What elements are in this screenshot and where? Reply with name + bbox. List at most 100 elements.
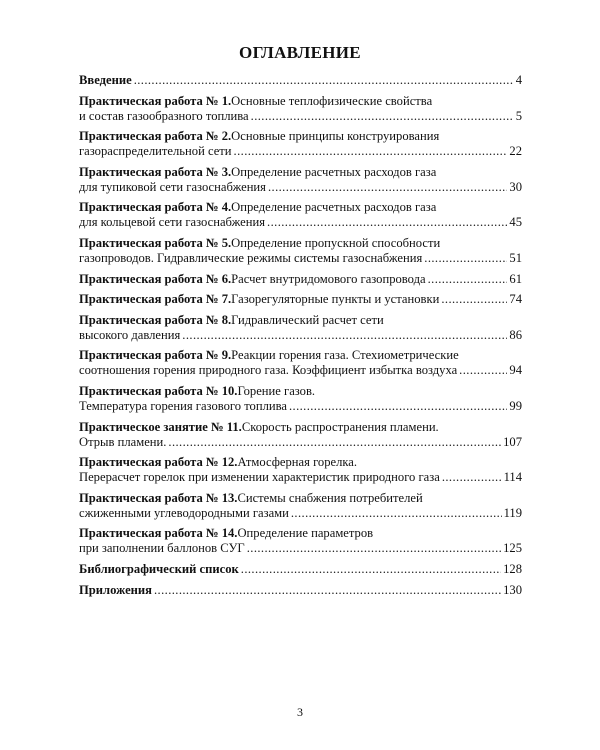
toc-entry[interactable]: Практическая работа № 6. Расчет внутридо… (79, 272, 522, 287)
dot-leader (251, 109, 514, 124)
toc-entry[interactable]: Практическая работа № 4. Определение рас… (79, 200, 522, 230)
toc-entry-line: при заполнении баллонов СУГ 125 (79, 541, 522, 556)
toc-entry[interactable]: Практическая работа № 1. Основные теплоф… (79, 94, 522, 124)
toc-entry-title-continued: соотношения горения природного газа. Коэ… (79, 363, 458, 378)
toc-entry[interactable]: Практическая работа № 14. Определение па… (79, 526, 522, 556)
toc-entry-line: Отрыв пламени. 107 (79, 435, 522, 450)
dot-leader (241, 562, 501, 577)
toc-entry[interactable]: Практическая работа № 5. Определение про… (79, 236, 522, 266)
toc-entry-line: Практическая работа № 13. Системы снабже… (79, 491, 522, 506)
toc-entry-page: 74 (509, 292, 522, 307)
dot-leader (291, 506, 502, 521)
toc-entry-heading: Практическая работа № 6. (79, 271, 232, 286)
toc-entry[interactable]: Практическая работа № 12. Атмосферная го… (79, 455, 522, 485)
toc-entry[interactable]: Практическая работа № 3. Определение рас… (79, 165, 522, 195)
toc-entry-line: газораспределительной сети 22 (79, 144, 522, 159)
toc-entry-heading: Практическая работа № 12. (79, 455, 238, 470)
toc-entry-line: для кольцевой сети газоснабжения 45 (79, 215, 522, 230)
toc-entry-heading: Практическая работа № 1. (79, 93, 232, 108)
toc-entry-line: Практическая работа № 2. Основные принци… (79, 129, 522, 144)
toc-entry-page: 61 (509, 271, 522, 286)
toc-entry-title: Атмосферная горелка. (237, 455, 358, 470)
dot-leader (154, 583, 501, 598)
toc-entry-page: 114 (503, 470, 522, 485)
toc-entry-title-continued: и состав газообразного топлива (79, 108, 249, 123)
dot-leader (182, 328, 507, 343)
toc-entry-page: 125 (503, 541, 522, 556)
page-number: 3 (297, 705, 303, 719)
toc-entry-title: Скорость распространения пламени. (241, 419, 439, 434)
toc-entry[interactable]: Практическая работа № 7. Газорегуляторны… (79, 292, 522, 307)
toc-entry[interactable]: Практическая работа № 9. Реакции горения… (79, 348, 522, 378)
dot-leader (134, 73, 514, 88)
toc-entry-page: 128 (503, 561, 522, 576)
toc-entry-heading: Практическая работа № 5. (79, 235, 232, 250)
toc-entry-title-continued: газопроводов. Гидравлические режимы сист… (79, 250, 423, 265)
toc-entry-page: 94 (509, 363, 522, 378)
toc-entry-heading: Практическая работа № 7. (79, 292, 232, 307)
dot-leader (442, 470, 502, 485)
toc-entry-title: Определение пропускной способности (231, 235, 441, 250)
dot-leader (247, 541, 501, 556)
toc-entry-title-continued: при заполнении баллонов СУГ (79, 541, 245, 556)
table-of-contents: Введение 4 Практическая работа № 1. Основн… (79, 73, 522, 603)
toc-entry-title: Горение газов. (237, 383, 316, 398)
toc-entry-title-continued: для кольцевой сети газоснабжения (79, 215, 266, 230)
toc-entry-title-continued: для тупиковой сети газоснабжения (79, 179, 266, 194)
toc-entry-line: Приложения 130 (79, 583, 522, 598)
toc-entry-title: Основные принципы конструирования (231, 129, 440, 144)
toc-entry-line: Перерасчет горелок при изменении характе… (79, 470, 522, 485)
toc-entry-line: Практическая работа № 5. Определение про… (79, 236, 522, 251)
toc-entry-title-continued: сжиженными углеводородными газами (79, 505, 289, 520)
toc-entry-title: Системы снабжения потребителей (237, 490, 423, 505)
toc-entry-title: Газорегуляторные пункты и установки (231, 292, 440, 307)
toc-entry-title: Реакции горения газа. Стехиометрические (231, 348, 459, 363)
toc-entry-title-continued: газораспределительной сети (79, 144, 232, 159)
toc-entry-page: 119 (503, 505, 522, 520)
toc-entry[interactable]: Практическая работа № 2. Основные принци… (79, 129, 522, 159)
toc-entry-line: газопроводов. Гидравлические режимы сист… (79, 251, 522, 266)
toc-entry-line: Практическая работа № 3. Определение рас… (79, 165, 522, 180)
toc-entry-line: Практическая работа № 12. Атмосферная го… (79, 455, 522, 470)
toc-entry-heading: Практическая работа № 2. (79, 129, 232, 144)
toc-entry[interactable]: Библиографический список 128 (79, 562, 522, 577)
toc-entry-heading: Практическая работа № 14. (79, 526, 238, 541)
toc-entry-page: 130 (503, 582, 522, 597)
toc-entry-line: высокого давления 86 (79, 328, 522, 343)
toc-entry[interactable]: Практическая работа № 8. Гидравлический … (79, 313, 522, 343)
dot-leader (289, 399, 507, 414)
dot-leader (459, 363, 507, 378)
toc-entry[interactable]: Приложения 130 (79, 583, 522, 598)
toc-entry-line: Практическая работа № 6. Расчет внутридо… (79, 272, 522, 287)
toc-entry-heading: Практическое занятие № 11. (79, 419, 242, 434)
toc-entry-heading: Приложения (79, 582, 152, 597)
toc-entry-line: Библиографический список 128 (79, 562, 522, 577)
toc-entry-heading: Введение (79, 73, 132, 87)
toc-entry-page: 45 (509, 215, 522, 230)
toc-entry-line: Практическая работа № 9. Реакции горения… (79, 348, 522, 363)
toc-entry[interactable]: Введение 4 (79, 73, 522, 88)
toc-entry-line: для тупиковой сети газоснабжения 30 (79, 180, 522, 195)
dot-leader (267, 215, 507, 230)
toc-entry-heading: Библиографический список (79, 561, 239, 576)
toc-entry-title: Гидравлический расчет сети (231, 312, 384, 327)
toc-entry-title: Расчет внутридомового газопровода (231, 271, 426, 286)
toc-entry-heading: Практическая работа № 4. (79, 200, 232, 215)
toc-entry-line: соотношения горения природного газа. Коэ… (79, 363, 522, 378)
toc-entry[interactable]: Практическая работа № 10. Горение газов.… (79, 384, 522, 414)
toc-entry-heading: Практическая работа № 3. (79, 164, 232, 179)
toc-entry[interactable]: Практическая работа № 13. Системы снабже… (79, 491, 522, 521)
toc-entry[interactable]: Практическое занятие № 11. Скорость расп… (79, 420, 522, 450)
toc-entry-line: и состав газообразного топлива 5 (79, 109, 522, 124)
toc-entry-title-continued: Перерасчет горелок при изменении характе… (79, 470, 440, 485)
dot-leader (424, 251, 507, 266)
toc-entry-page: 30 (509, 179, 522, 194)
dot-leader (168, 435, 501, 450)
dot-leader (234, 144, 508, 159)
toc-entry-line: Практическое занятие № 11. Скорость расп… (79, 420, 522, 435)
dot-leader (441, 292, 507, 307)
toc-entry-line: Практическая работа № 4. Определение рас… (79, 200, 522, 215)
page-title: ОГЛАВЛЕНИЕ (239, 43, 361, 62)
toc-entry-line: Практическая работа № 14. Определение па… (79, 526, 522, 541)
toc-entry-heading: Практическая работа № 13. (79, 490, 238, 505)
